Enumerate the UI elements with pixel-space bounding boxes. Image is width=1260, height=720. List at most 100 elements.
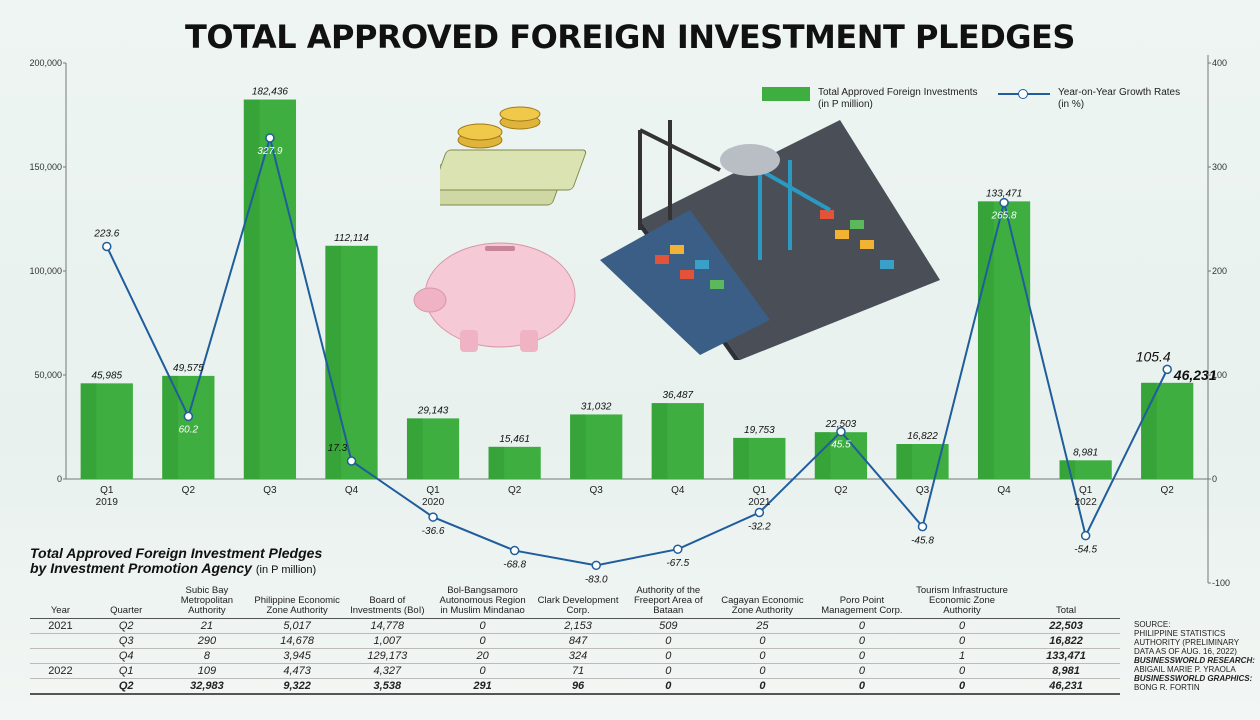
table-cell: 46,231 — [1012, 678, 1120, 695]
bar-shade — [651, 403, 668, 479]
bar-value-label: 49,575 — [173, 363, 204, 374]
table-cell: 16,822 — [1012, 633, 1120, 649]
table-header-cell: Clark Development Corp. — [532, 584, 624, 619]
y-right-tick-label: 200 — [1212, 266, 1227, 276]
table-cell: 109 — [161, 663, 253, 679]
table-cell: 0 — [712, 678, 812, 695]
table-cell: 0 — [623, 633, 713, 649]
bar-value-label: 133,471 — [986, 188, 1022, 199]
table-cell: 21 — [161, 618, 253, 634]
bar-value-label: 29,143 — [417, 405, 449, 416]
x-tick-year-label: 2021 — [748, 497, 771, 508]
x-tick-label: Q4 — [671, 485, 685, 496]
table-row: Q4 8 3,945 129,173 20 324 0 0 0 1 133,471 — [30, 648, 1120, 664]
bar-shade — [977, 201, 994, 480]
growth-point — [591, 560, 601, 571]
table-cell: 0 — [432, 618, 533, 634]
y-right-tick-label: 400 — [1212, 58, 1227, 68]
table-cell: 3,945 — [252, 648, 343, 664]
table-cell: Q3 — [90, 633, 162, 649]
table-row: Q2 32,983 9,322 3,538 291 96 0 0 0 0 46,231 — [30, 678, 1120, 695]
graphics-name: BONG R. FORTIN — [1134, 683, 1200, 692]
table-cell: 0 — [811, 663, 912, 679]
table-header-row: Year Quarter Subic Bay Metropolitan Author… — [30, 584, 1120, 619]
table-cell: Q2 — [90, 618, 162, 634]
table-row: 2021 Q2 21 5,017 14,778 0 2,153 509 25 0 0 22,503 — [30, 618, 1120, 634]
growth-point — [673, 544, 683, 554]
table-cell: 9,322 — [252, 678, 343, 695]
bar-shade — [896, 444, 913, 479]
bar-value-label: 182,436 — [252, 87, 289, 98]
x-tick-label: Q1 — [753, 485, 767, 496]
growth-value-label: -83.0 — [585, 574, 608, 585]
bar-shade — [1141, 382, 1157, 479]
table-cell: 129,173 — [342, 648, 433, 664]
growth-value-label: 45.5 — [831, 440, 851, 451]
research-name: ABIGAIL MARIE P. YRAOLA — [1134, 665, 1236, 674]
table-cell: 0 — [712, 648, 812, 664]
shipping-port-icon — [600, 120, 940, 360]
chart-title: TOTAL APPROVED FOREIGN INVESTMENT PLEDGE… — [185, 18, 1075, 56]
table-cell: 2,153 — [532, 618, 624, 634]
table-cell: 2022 — [30, 663, 91, 679]
growth-point — [754, 507, 765, 518]
table-cell: 14,678 — [252, 633, 343, 649]
growth-point — [999, 197, 1009, 208]
x-tick-label: Q3 — [263, 485, 277, 496]
source-label: SOURCE: — [1134, 620, 1171, 629]
table-title-line1: Total Approved Foreign Investment Pledge… — [30, 545, 323, 561]
table-header-cell: Quarter — [90, 584, 162, 619]
legend-line-text: Year-on-Year Growth Rates (in %) — [1058, 87, 1180, 111]
growth-value-label: -45.8 — [911, 536, 934, 547]
table-row: 2022 Q1 109 4,473 4,327 0 71 0 0 0 0 8,981 — [30, 663, 1120, 679]
table-cell: 0 — [811, 648, 912, 664]
growth-point — [265, 133, 275, 143]
legend-bar-unit: (in P million) — [818, 99, 873, 110]
growth-point — [836, 426, 846, 437]
table-cell: Q2 — [90, 678, 162, 695]
legend-bar-text: Total Approved Foreign Investments (in P… — [818, 87, 978, 111]
growth-value-label: 17.3 — [328, 443, 348, 454]
legend-line-label: Year-on-Year Growth Rates — [1058, 87, 1181, 98]
y-right-tick-label: 300 — [1212, 162, 1227, 172]
table-cell: Q4 — [90, 648, 162, 664]
y-left-tick-label: 200,000 — [29, 58, 62, 68]
table-title: Total Approved Foreign Investment Pledge… — [30, 546, 322, 578]
bar-series — [80, 99, 1194, 480]
y-left-tick-label: 100,000 — [29, 266, 62, 276]
table-cell: 1 — [911, 648, 1013, 664]
y-right-tick-label: 0 — [1212, 474, 1217, 484]
table-cell — [30, 648, 91, 664]
legend-bar-swatch — [762, 87, 810, 101]
bar-shade — [406, 418, 423, 479]
growth-value-label: -36.6 — [422, 526, 445, 537]
table-cell: 0 — [911, 678, 1013, 695]
bar-value-label: 46,231 — [1173, 367, 1217, 383]
growth-point — [1162, 364, 1172, 375]
bar-value-label: 15,461 — [499, 434, 530, 445]
table-cell: 4,327 — [342, 663, 433, 679]
table-title-line2: by Investment Promotion Agency — [30, 560, 252, 576]
y-right-tick-label: -100 — [1212, 578, 1230, 588]
source-note: SOURCE: PHILIPPINE STATISTICS AUTHORITY … — [1134, 620, 1259, 692]
table-cell: 1,007 — [342, 633, 433, 649]
table-cell: 0 — [623, 648, 713, 664]
table-cell: 3,538 — [342, 678, 433, 695]
x-tick-label: Q1 — [1079, 485, 1093, 496]
bar-value-label: 19,753 — [744, 425, 775, 436]
growth-point — [509, 545, 520, 556]
y-right-tick-label: 100 — [1212, 370, 1227, 380]
x-tick-label: Q2 — [1161, 485, 1175, 496]
table-cell: 847 — [532, 633, 624, 649]
table-cell: 8 — [161, 648, 253, 664]
table-cell: 290 — [161, 633, 253, 649]
legend-line-marker — [1018, 89, 1028, 99]
graphics-label: BUSINESSWORLD GRAPHICS: — [1134, 674, 1253, 683]
bar-value-label: 36,487 — [662, 390, 693, 401]
x-tick-year-label: 2020 — [422, 497, 445, 508]
y-left-tick-label: 150,000 — [29, 162, 62, 172]
bar-shade — [488, 446, 505, 479]
table-header-cell: Cagayan Economic Zone Authority — [712, 584, 812, 619]
bar-value-label: 22,503 — [825, 419, 857, 430]
